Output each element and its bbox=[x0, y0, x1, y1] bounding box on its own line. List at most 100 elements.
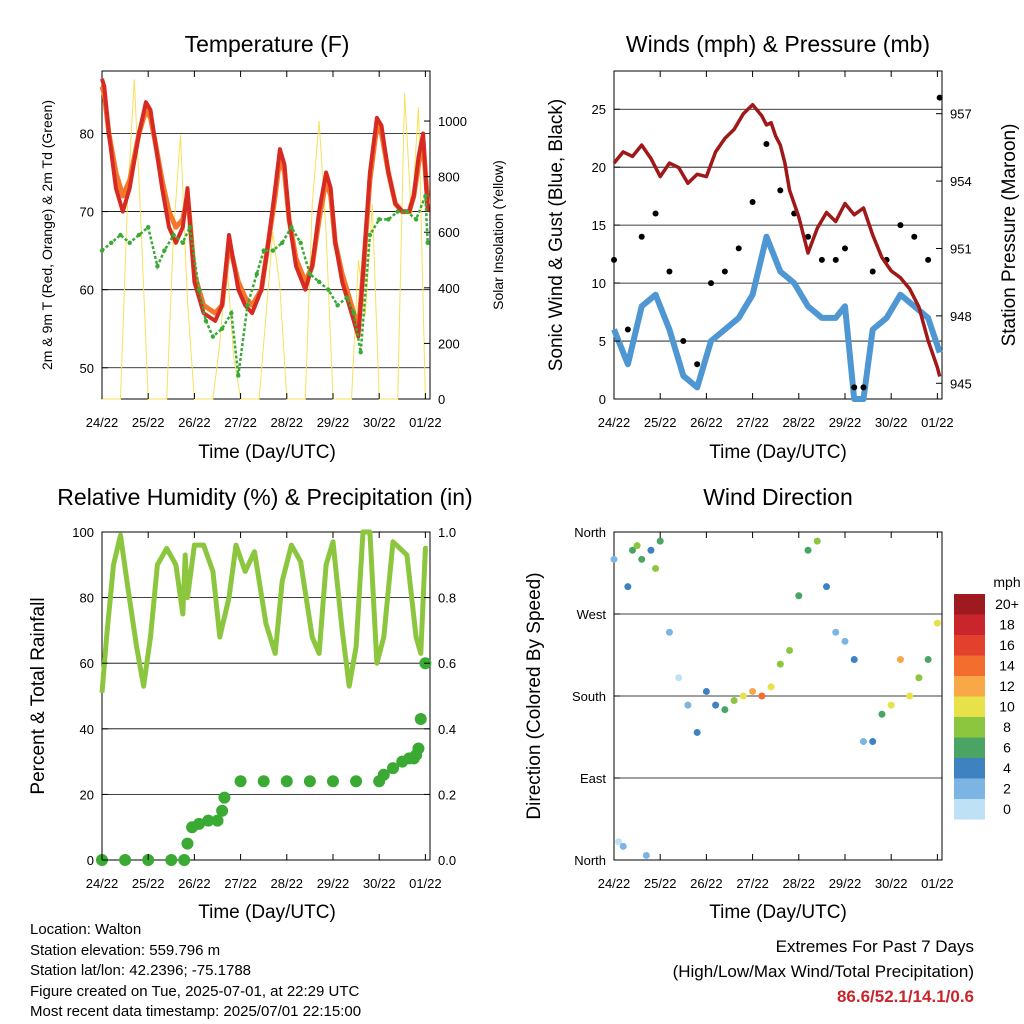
extremes-box: Extremes For Past 7 Days (High/Low/Max W… bbox=[673, 934, 974, 1009]
winds-ytick-label: 0 bbox=[599, 392, 606, 407]
temperature-xtick-label: 25/22 bbox=[132, 415, 165, 430]
temperature-ytick-label-right: 200 bbox=[438, 336, 460, 351]
speed-legend-swatch bbox=[954, 737, 985, 758]
winds-xtick-label: 29/22 bbox=[829, 415, 862, 430]
temp-2m-line bbox=[100, 78, 430, 339]
humidity-xtick-label: 28/22 bbox=[271, 876, 304, 891]
temperature-ytick-label-right: 400 bbox=[438, 281, 460, 296]
wind-direction-point bbox=[675, 674, 683, 682]
precip-point bbox=[303, 775, 316, 788]
humidity-xtick-label: 27/22 bbox=[224, 876, 257, 891]
speed-legend: 20+ 18 16 14 12 10 8 6 4 2 0 bbox=[954, 594, 1019, 820]
extremes-heading: Extremes For Past 7 Days bbox=[775, 937, 974, 956]
temperature-ytick-label-right: 600 bbox=[438, 225, 460, 240]
humidity-panel: Relative Humidity (%) & Precipitation (i… bbox=[28, 484, 473, 923]
precip-point bbox=[326, 775, 339, 788]
humidity-ytick-label-right: 0.8 bbox=[438, 591, 456, 606]
wind-direction-point bbox=[693, 728, 701, 736]
winds-xlabel: Time (Day/UTC) bbox=[709, 442, 847, 463]
direction-xtick-label: 27/22 bbox=[736, 876, 769, 891]
speed-legend-label: 4 bbox=[1003, 760, 1011, 776]
wind-direction-point bbox=[786, 646, 794, 654]
gust-point bbox=[818, 256, 825, 263]
winds-ylabel-right: Station Pressure (Maroon) bbox=[999, 124, 1020, 347]
humidity-xtick-label: 26/22 bbox=[178, 876, 211, 891]
humidity-ytick-label-right: 0.4 bbox=[438, 722, 456, 737]
wind-direction-point bbox=[841, 637, 849, 645]
speed-legend-swatch bbox=[954, 717, 985, 738]
temperature-xtick-label: 01/22 bbox=[409, 415, 442, 430]
gust-point bbox=[925, 256, 932, 263]
wind-direction-point bbox=[739, 692, 747, 700]
humidity-ytick-label: 40 bbox=[80, 722, 94, 737]
humidity-ytick-label: 20 bbox=[80, 787, 94, 802]
gust-point bbox=[777, 187, 784, 194]
humidity-plot-frame bbox=[101, 531, 431, 861]
station-location: Location: Walton bbox=[30, 921, 142, 938]
winds-ytick-label-right: 957 bbox=[950, 107, 972, 122]
direction-ytick-label: North bbox=[574, 525, 606, 540]
precip-point bbox=[257, 775, 270, 788]
gust-point bbox=[911, 233, 918, 240]
wind-direction-point bbox=[628, 546, 636, 554]
precip-point bbox=[181, 837, 194, 850]
wind-direction-point bbox=[652, 564, 660, 572]
precip-point bbox=[218, 791, 231, 804]
winds-xtick-label: 27/22 bbox=[736, 415, 769, 430]
gust-point bbox=[680, 338, 687, 345]
precip-point bbox=[377, 768, 390, 781]
wind-direction-point bbox=[642, 851, 650, 859]
dewpoint-point bbox=[425, 240, 430, 246]
precip-point bbox=[202, 814, 215, 827]
temperature-xtick-label: 26/22 bbox=[178, 415, 211, 430]
direction-ytick-label: West bbox=[577, 607, 607, 622]
winds-xtick-label: 26/22 bbox=[690, 415, 723, 430]
wind-direction-point bbox=[633, 542, 641, 550]
winds-ytick-label: 10 bbox=[592, 276, 606, 291]
direction-title: Wind Direction bbox=[703, 484, 853, 510]
precip-point bbox=[412, 742, 425, 755]
winds-ytick-label: 15 bbox=[592, 218, 606, 233]
station-info: Location: Walton Station elevation: 559.… bbox=[30, 920, 361, 1023]
wind-direction-point bbox=[610, 555, 618, 563]
wind-direction-point bbox=[924, 656, 932, 664]
temperature-xtick-label: 24/22 bbox=[86, 415, 119, 430]
humidity-xtick-label: 29/22 bbox=[317, 876, 350, 891]
direction-panel: Wind Direction NorthWestSouthEastNorth24… bbox=[524, 484, 1021, 923]
temperature-xtick-label: 30/22 bbox=[363, 415, 396, 430]
speed-legend-swatch bbox=[954, 758, 985, 779]
wind-direction-point bbox=[878, 710, 886, 718]
winds-ylabel-left: Sonic Wind & Gust (Blue, Black) bbox=[546, 99, 567, 371]
solar-insolation-line bbox=[102, 79, 426, 400]
wind-direction-point bbox=[859, 738, 867, 746]
station-elevation: Station elevation: 559.796 m bbox=[30, 941, 221, 959]
gust-point bbox=[869, 268, 876, 275]
speed-legend-label: 6 bbox=[1003, 740, 1011, 756]
direction-xtick-label: 30/22 bbox=[875, 876, 908, 891]
precip-point bbox=[387, 762, 400, 775]
gust-point bbox=[666, 268, 673, 275]
gust-point bbox=[749, 198, 756, 205]
humidity-ytick-label-right: 0.0 bbox=[438, 853, 456, 868]
winds-xtick-label: 01/22 bbox=[921, 415, 954, 430]
wind-direction-point bbox=[767, 683, 775, 691]
wind-direction-point bbox=[832, 628, 840, 636]
wind-direction-point bbox=[804, 546, 812, 554]
humidity-ytick-label: 80 bbox=[80, 591, 94, 606]
humidity-ytick-label-right: 0.6 bbox=[438, 656, 456, 671]
temperature-ytick-label: 50 bbox=[80, 361, 94, 376]
humidity-line bbox=[99, 529, 428, 693]
winds-ytick-label-right: 954 bbox=[950, 174, 972, 189]
winds-xtick-label: 28/22 bbox=[783, 415, 816, 430]
humidity-xtick-label: 25/22 bbox=[132, 876, 165, 891]
sonic-wind-line bbox=[611, 233, 943, 402]
wind-direction-point bbox=[712, 701, 720, 709]
precip-point bbox=[178, 854, 191, 866]
direction-ylabel-left: Direction (Colored By Speed) bbox=[524, 572, 545, 819]
speed-legend-label: 8 bbox=[1003, 719, 1011, 735]
speed-legend-label: 14 bbox=[999, 658, 1015, 674]
wind-direction-point bbox=[619, 842, 627, 850]
precip-point bbox=[414, 712, 427, 725]
speed-legend-label: 20+ bbox=[995, 596, 1019, 612]
gust-point bbox=[851, 384, 858, 391]
